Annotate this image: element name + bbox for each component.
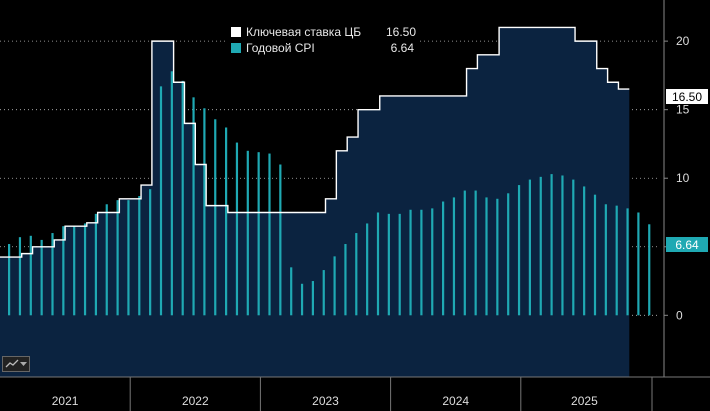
- key-rate-area: [0, 27, 630, 377]
- cpi-bar: [279, 164, 282, 316]
- cpi-bar: [225, 127, 228, 316]
- cpi-bar: [105, 204, 108, 316]
- cpi-bar: [550, 174, 553, 316]
- key-rate-value: 16.50: [386, 25, 417, 39]
- cpi-badge-text: 6.64: [675, 238, 699, 252]
- cpi-bar: [246, 150, 249, 316]
- x-axis-ticks: 2021 2022 2023 2024 2025: [52, 377, 653, 411]
- cpi-swatch: [231, 43, 241, 53]
- x-tick-label: 2025: [571, 394, 598, 408]
- x-tick-label: 2021: [52, 394, 79, 408]
- cpi-bar: [366, 223, 369, 316]
- cpi-bar: [431, 208, 434, 316]
- cpi-bar: [8, 244, 11, 316]
- cpi-bar: [398, 213, 401, 316]
- cpi-bar: [159, 86, 163, 316]
- cpi-bar: [376, 212, 380, 316]
- key-rate-badge-text: 16.50: [672, 90, 702, 104]
- cpi-bar: [517, 185, 521, 316]
- cpi-bar: [528, 179, 531, 316]
- cpi-bar: [474, 190, 477, 316]
- y-tick-label: 10: [676, 171, 690, 185]
- cpi-bar: [311, 281, 314, 316]
- cpi-bar: [355, 233, 358, 316]
- cpi-bar: [116, 200, 119, 316]
- cpi-bar: [409, 209, 412, 316]
- last-value-badges: 16.50 6.64: [666, 89, 708, 252]
- cpi-bar: [62, 226, 65, 316]
- cpi-bar: [333, 256, 336, 316]
- y-tick-label: 0: [676, 308, 683, 322]
- cpi-bar: [83, 223, 87, 316]
- key-rate-badge: [666, 89, 708, 104]
- cpi-bar: [170, 71, 173, 316]
- cpi-bar: [572, 179, 575, 316]
- line-chart-icon: [5, 359, 19, 368]
- cpi-bar: [138, 196, 141, 316]
- cpi-bar: [51, 233, 54, 316]
- cpi-bar: [300, 283, 304, 316]
- cpi-bar: [615, 205, 618, 316]
- y-tick-label: 15: [676, 103, 690, 117]
- cpi-bar: [420, 209, 423, 316]
- key-rate-label: Ключевая ставка ЦБ: [246, 25, 362, 39]
- legend-cpi: Годовой CPI 6.64: [231, 40, 414, 56]
- cpi-bar: [452, 197, 456, 316]
- cpi-bar: [29, 235, 32, 316]
- cpi-bar: [149, 189, 152, 316]
- cpi-bar: [192, 97, 195, 316]
- cpi-bar: [344, 244, 347, 316]
- cpi-bars: [8, 71, 651, 316]
- cpi-label: Годовой CPI: [246, 41, 315, 55]
- y-tick-label: 20: [676, 34, 690, 48]
- chevron-down-icon: [20, 361, 27, 366]
- cpi-bar: [203, 108, 206, 316]
- cpi-bar: [637, 212, 640, 316]
- cpi-bar: [73, 226, 76, 316]
- legend: Ключевая ставка ЦБ 16.50 Годовой CPI 6.6…: [227, 22, 420, 59]
- cpi-badge: [666, 237, 708, 252]
- y-axis-ticks: 05101520: [664, 34, 690, 322]
- cpi-bar: [40, 239, 43, 316]
- cpi-bar: [94, 213, 97, 316]
- key-rate-line: [0, 26, 630, 258]
- cpi-bar: [257, 152, 260, 316]
- chart-type-selector[interactable]: [2, 356, 30, 372]
- cpi-bar: [561, 175, 564, 316]
- cpi-bar: [268, 153, 271, 316]
- cpi-bar: [442, 201, 445, 316]
- cpi-bar: [626, 208, 629, 316]
- cpi-bar: [583, 186, 586, 316]
- x-tick-label: 2024: [442, 394, 469, 408]
- cpi-bar: [485, 197, 488, 316]
- cpi-bar: [648, 224, 651, 316]
- cpi-bar: [214, 119, 217, 316]
- cpi-bar: [539, 176, 542, 316]
- cpi-value: 6.64: [390, 41, 414, 55]
- cpi-bar: [127, 200, 130, 316]
- cpi-bar: [322, 270, 325, 316]
- cpi-bar: [593, 194, 597, 316]
- cpi-bar: [496, 198, 499, 316]
- cpi-bar: [604, 204, 607, 316]
- x-tick-label: 2023: [312, 394, 339, 408]
- cpi-bar: [387, 213, 390, 316]
- legend-key-rate: Ключевая ставка ЦБ 16.50: [231, 24, 417, 40]
- cpi-bar: [507, 193, 510, 316]
- cpi-bar: [18, 237, 22, 316]
- cpi-bar: [181, 80, 184, 316]
- cpi-bar: [235, 142, 239, 316]
- cpi-bar: [290, 267, 293, 316]
- x-tick-label: 2022: [182, 394, 209, 408]
- cpi-bar: [463, 190, 466, 316]
- key-rate-swatch: [231, 27, 241, 37]
